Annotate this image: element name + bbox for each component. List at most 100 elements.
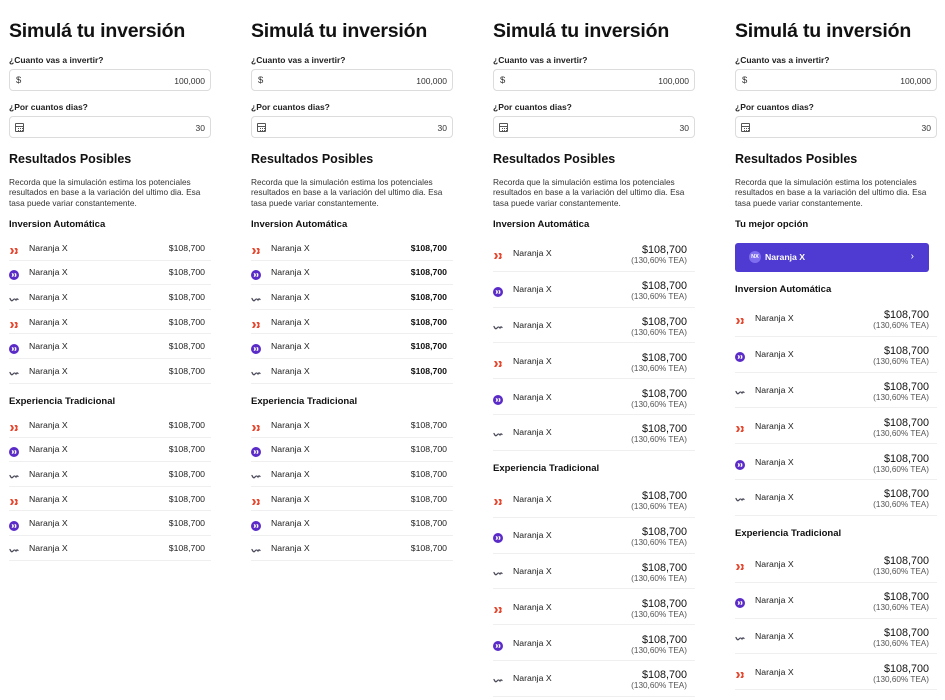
annual-rate: (130,60% TEA) [873, 603, 929, 613]
investment-option-row[interactable]: Naranja X $108,700 [9, 511, 211, 536]
investment-option-row[interactable]: Naranja X$108,700(130,60% TEA) [493, 272, 695, 308]
investment-option-row[interactable]: Naranja X $108,700 [9, 334, 211, 359]
days-input[interactable]: 30 [493, 116, 695, 138]
investment-option-row[interactable]: Naranja X$108,700(130,60% TEA) [735, 619, 937, 655]
investment-option-row[interactable]: Naranja X$108,700(130,60% TEA) [493, 625, 695, 661]
investment-option-row[interactable]: Naranja X $108,700 [9, 536, 211, 561]
investment-option-row[interactable]: Naranja X$108,700(130,60% TEA) [735, 547, 937, 583]
investment-option-row[interactable]: Naranja X $108,700 [251, 438, 453, 463]
provider-name: Naranja X [755, 559, 794, 570]
investment-option-row[interactable]: Naranja X $108,700 [9, 236, 211, 261]
provider-name: Naranja X [513, 391, 552, 402]
naranja-x-orange-icon [493, 602, 503, 613]
investment-option-row[interactable]: Naranja X$108,700(130,60% TEA) [493, 308, 695, 344]
simulator-panel: Simulá tu inversión ¿Cuanto vas a inverti… [493, 0, 695, 700]
days-input[interactable]: 30 [251, 116, 453, 138]
investment-option-row[interactable]: Naranja X$108,700(130,60% TEA) [735, 583, 937, 619]
calendar-icon [741, 123, 750, 132]
amount-input[interactable]: $100,000 [735, 69, 937, 91]
investment-option-row[interactable]: Naranja X$108,700(130,60% TEA) [735, 337, 937, 373]
investment-option-row[interactable]: Naranja X$108,700(130,60% TEA) [493, 518, 695, 554]
investment-option-row[interactable]: Naranja X $108,700 [9, 261, 211, 286]
investment-option-row[interactable]: Naranja X $108,700 [9, 438, 211, 463]
naranja-x-wave-icon [493, 566, 503, 576]
naranja-x-purple-icon [9, 341, 19, 355]
amount-input[interactable]: $100,000 [493, 69, 695, 91]
investment-option-row[interactable]: Naranja X $108,700 [9, 285, 211, 310]
return-amount: $108,700 [168, 468, 205, 479]
amount-input[interactable]: $100,000 [251, 69, 453, 91]
investment-option-row[interactable]: Naranja X $108,700(130,60% TEA) [735, 301, 937, 337]
naranja-x-orange-icon [9, 317, 19, 328]
investment-option-row[interactable]: Naranja X$108,700(130,60% TEA) [493, 589, 695, 626]
investment-option-row[interactable]: Naranja X$108,700(130,60% TEA) [493, 343, 695, 380]
investment-option-row[interactable]: Naranja X $108,700 [251, 236, 453, 261]
investment-option-row[interactable]: Naranja X$108,700(130,60% TEA) [735, 373, 937, 409]
provider-name: Naranja X [755, 492, 794, 503]
amount-label: ¿Cuanto vas a invertir? [735, 55, 830, 65]
calendar-icon [15, 123, 24, 132]
investment-option-row[interactable]: Naranja X $108,700 [251, 413, 453, 438]
investment-option-row[interactable]: Naranja X $108,700 [251, 285, 453, 310]
investment-option-row[interactable]: Naranja X $108,700 [9, 310, 211, 335]
investment-option-row[interactable]: Naranja X$108,700(130,60% TEA) [735, 654, 937, 691]
return-amount: $108,700 [410, 542, 447, 553]
investment-option-row[interactable]: Naranja X $108,700 [9, 413, 211, 438]
days-input[interactable]: 30 [9, 116, 211, 138]
provider-name: Naranja X [755, 313, 794, 324]
amount-input[interactable]: $100,000 [9, 69, 211, 91]
investment-option-row[interactable]: Naranja X$108,700(130,60% TEA) [493, 379, 695, 415]
investment-option-row[interactable]: Naranja X$108,700(130,60% TEA) [493, 661, 695, 697]
investment-option-row[interactable]: Naranja X$108,700(130,60% TEA) [493, 236, 695, 272]
investment-option-row[interactable]: Naranja X $108,700 [9, 462, 211, 487]
page-title: Simulá tu inversión [493, 20, 670, 42]
naranja-x-wave-icon [493, 673, 503, 683]
investment-option-row[interactable]: Naranja X$108,700(130,60% TEA) [735, 408, 937, 445]
naranja-x-purple-icon [493, 392, 503, 405]
return-amount: $108,700 [641, 423, 687, 436]
naranja-x-orange-icon [493, 494, 503, 506]
provider-name: Naranja X [271, 365, 310, 376]
provider-name: Naranja X [271, 291, 310, 302]
investment-option-row[interactable]: Naranja X$108,700(130,60% TEA) [493, 482, 695, 518]
return-amount: $108,700 [641, 561, 687, 574]
investment-option-row[interactable]: Naranja X$108,700(130,60% TEA) [493, 554, 695, 590]
investment-option-row[interactable]: Naranja X $108,700 [251, 487, 453, 512]
investment-option-row[interactable]: Naranja X $108,700 [251, 511, 453, 536]
investment-option-row[interactable]: Naranja X $108,700 [9, 487, 211, 512]
best-option-button[interactable]: NX Naranja X › [735, 243, 929, 272]
investment-option-row[interactable]: Naranja X $108,700 [9, 359, 211, 384]
return-amount: $108,700 [883, 452, 929, 465]
return-amount: $108,700 [410, 316, 447, 327]
return-amount: $108,700 [883, 555, 929, 568]
chevron-right-icon: › [910, 251, 914, 262]
days-input[interactable]: 30 [735, 116, 937, 138]
provider-name: Naranja X [271, 444, 310, 455]
investment-option-row[interactable]: Naranja X$108,700(130,60% TEA) [493, 415, 695, 451]
provider-name: Naranja X [29, 267, 68, 278]
naranja-x-orange-icon [493, 356, 503, 367]
currency-symbol: $ [16, 75, 22, 86]
naranja-x-wave-icon [251, 469, 261, 479]
investment-option-row[interactable]: Naranja X$108,700(130,60% TEA) [735, 444, 937, 480]
naranja-x-orange-icon [251, 494, 261, 505]
annual-rate: (130,60% TEA) [873, 321, 929, 331]
annual-rate: (130,60% TEA) [873, 674, 929, 684]
annual-rate: (130,60% TEA) [631, 645, 687, 655]
return-amount: $108,700 [410, 444, 447, 455]
investment-option-row[interactable]: Naranja X $108,700 [251, 334, 453, 359]
investment-option-row[interactable]: Naranja X $108,700(130,60% TEA) [735, 480, 937, 516]
return-amount: $108,700 [168, 316, 205, 327]
investment-option-row[interactable]: Naranja X $108,700 [251, 261, 453, 286]
return-info: $108,700(130,60% TEA) [873, 488, 929, 510]
naranja-x-wave-icon [9, 469, 19, 479]
investment-option-row[interactable]: Naranja X $108,700 [251, 359, 453, 384]
naranja-x-wave-icon [9, 543, 19, 553]
investment-option-row[interactable]: Naranja X $108,700 [251, 536, 453, 561]
investment-option-row[interactable]: Naranja X $108,700 [251, 310, 453, 335]
return-amount: $108,700 [168, 365, 205, 376]
investment-option-row[interactable]: Naranja X$108,700(130,60% TEA) [735, 690, 937, 700]
provider-name: Naranja X [29, 365, 68, 376]
return-amount: $108,700 [883, 309, 929, 322]
investment-option-row[interactable]: Naranja X $108,700 [251, 462, 453, 487]
